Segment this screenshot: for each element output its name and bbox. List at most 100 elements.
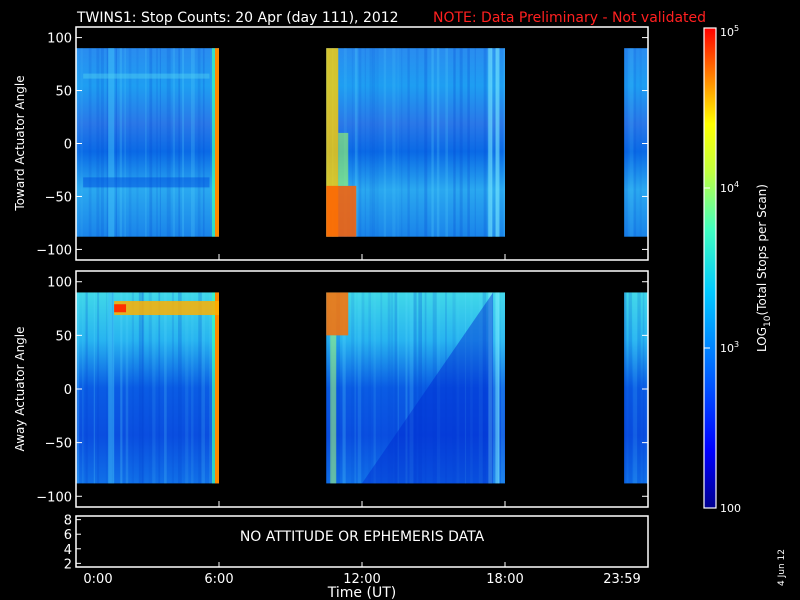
toward-texture-stripe (633, 48, 637, 237)
colorbar-tick-base: 10 (720, 26, 734, 39)
toward-texture-stripe (376, 48, 379, 237)
chart-title: TWINS1: Stop Counts: 20 Apr (day 111), 2… (76, 10, 399, 26)
time-xtick-label: 23:59 (603, 572, 640, 587)
toward-texture-stripe (483, 48, 487, 237)
away-texture-stripe (418, 292, 423, 484)
away-texture-stripe (373, 292, 376, 484)
toward-data-block-2 (624, 48, 648, 237)
away-texture-stripe (470, 292, 473, 484)
time-xtick-label: 18:00 (486, 572, 523, 587)
away-texture-stripe (624, 292, 627, 484)
toward-texture-stripe (431, 48, 434, 237)
toward-texture-stripe (503, 48, 505, 237)
toward-texture-stripe (453, 48, 456, 237)
away-texture-stripe (85, 292, 88, 484)
toward-texture-stripe (424, 48, 428, 237)
away-burst-column (330, 335, 337, 484)
colorbar-tick-exp: 3 (734, 340, 739, 349)
colorbar-tick-base: 10 (720, 182, 734, 195)
toward-texture-stripe (358, 48, 362, 237)
toward-ytick-label: 50 (55, 85, 72, 100)
time-xtick-label: 6:00 (204, 572, 233, 587)
away-late-column-0 (488, 292, 493, 484)
away-texture-stripe (191, 292, 194, 484)
away-texture-stripe (198, 292, 203, 484)
away-texture-stripe (120, 292, 123, 484)
toward-edge-enhancement-0600 (215, 48, 219, 237)
away-texture-stripe (142, 292, 145, 484)
away-late-column-1 (495, 292, 500, 484)
away-data-block-2 (624, 292, 648, 484)
toward-texture-stripe (415, 48, 419, 237)
away-texture-stripe (97, 292, 100, 484)
away-texture-stripe (361, 292, 365, 484)
away-ytick-label: −50 (45, 437, 72, 452)
toward-texture-stripe (629, 48, 634, 237)
away-burst-main (326, 292, 349, 336)
toward-heatmap (76, 48, 648, 237)
away-band-75-core (114, 304, 127, 313)
toward-texture-stripe (351, 48, 354, 237)
toward-ytick-label: −50 (45, 190, 72, 205)
toward-texture-stripe (639, 48, 642, 237)
time-x-ticks: 0:00 6:00 12:00 18:00 23:59 (75, 562, 649, 587)
toward-texture-stripe (369, 48, 373, 237)
toward-texture-stripe (436, 48, 440, 237)
toward-texture-stripe (392, 48, 396, 237)
toward-texture-stripe (210, 48, 213, 237)
colorbar-label: LOG10(Total Stops per Scan) (755, 184, 773, 352)
toward-texture-stripe (172, 48, 176, 237)
time-xtick-label: 0:00 (83, 572, 112, 587)
toward-ytick-label: 100 (47, 32, 72, 47)
away-texture-stripe (390, 292, 394, 484)
colorbar-label-suffix: (Total Stops per Scan) (755, 184, 769, 315)
toward-ytick-label: 0 (64, 138, 72, 153)
away-texture-stripe (478, 292, 483, 484)
toward-stripe-0115 (108, 48, 115, 237)
away-texture-stripe (445, 292, 447, 484)
toward-texture-stripe (624, 48, 628, 237)
away-texture-stripe (500, 292, 505, 484)
away-texture-stripe (201, 292, 205, 484)
toward-texture-stripe (474, 48, 476, 237)
attitude-ytick-label: 8 (64, 514, 72, 529)
away-texture-stripe (380, 292, 383, 484)
away-heatmap (76, 292, 648, 484)
away-texture-stripe (387, 292, 391, 484)
away-texture-stripe (424, 292, 427, 484)
toward-texture-stripe (490, 48, 495, 237)
colorbar-tick-label: 105 (720, 24, 739, 39)
away-texture-stripe (405, 292, 408, 484)
away-texture-stripe (76, 292, 80, 484)
toward-texture-stripe (149, 48, 153, 237)
no-data-message: NO ATTITUDE OR EPHEMERIS DATA (240, 529, 485, 545)
away-texture-stripe (452, 292, 456, 484)
away-texture-stripe (152, 292, 156, 484)
away-texture-stripe (208, 292, 213, 484)
toward-panel: 100 50 0 −50 −100 Toward Actuator Angle (13, 26, 649, 261)
toward-texture-stripe (80, 48, 83, 237)
away-edge-enhancement-0600b (212, 292, 215, 484)
toward-texture-stripe (115, 48, 117, 237)
date-stamp: 4 Jun 12 (777, 549, 787, 586)
toward-texture-stripe (202, 48, 205, 237)
toward-texture-stripe (354, 48, 358, 237)
colorbar-label-sub: 10 (763, 315, 773, 327)
attitude-ytick-label: 6 (64, 528, 72, 543)
away-texture-stripe (185, 292, 189, 484)
toward-band-60 (83, 73, 210, 79)
away-texture-stripe (351, 292, 355, 484)
toward-band-neg30 (83, 177, 210, 188)
away-texture-stripe (93, 292, 96, 484)
away-texture-stripe (158, 292, 161, 484)
away-texture-stripe (148, 292, 152, 484)
toward-texture-stripe (124, 48, 126, 237)
away-band-75 (114, 301, 219, 316)
toward-texture-stripe (190, 48, 195, 237)
away-texture-stripe (138, 292, 143, 484)
away-texture-stripe (336, 292, 341, 484)
attitude-ytick-label: 2 (64, 557, 72, 572)
away-panel: 100 50 0 −50 −100 Away Actuator Angle (13, 270, 649, 508)
